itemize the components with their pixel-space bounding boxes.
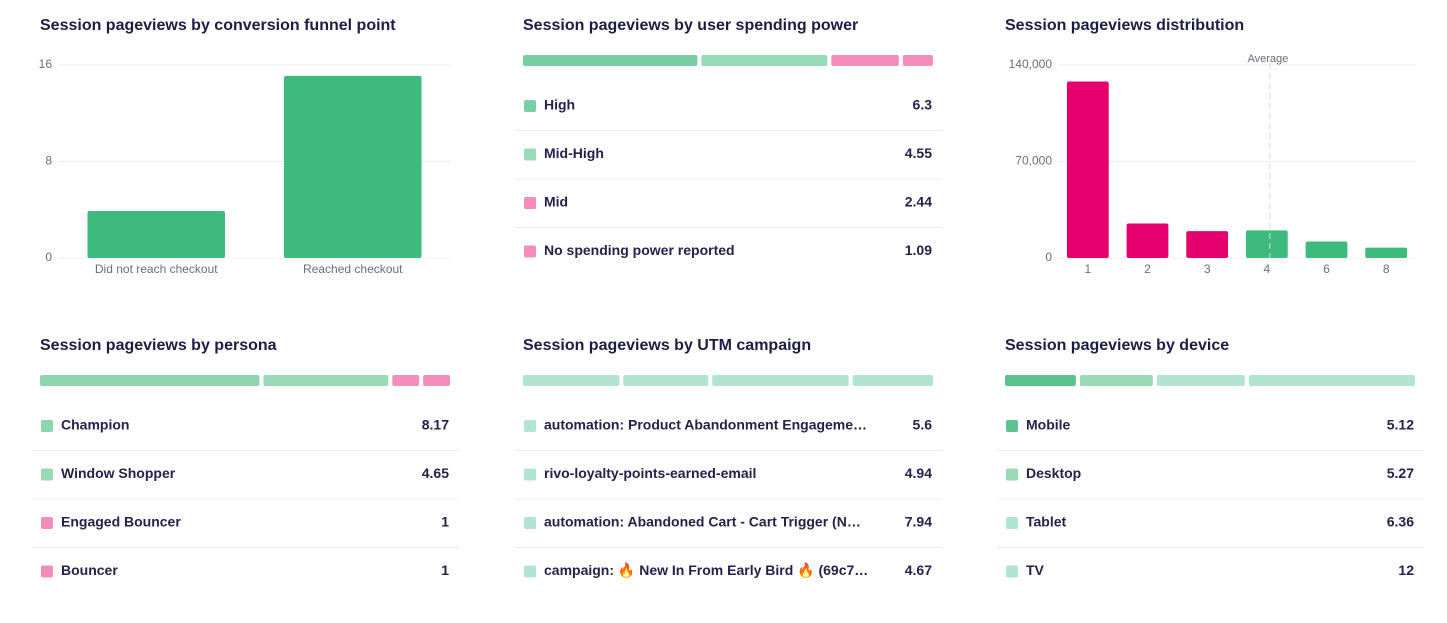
row-value: 5.12 xyxy=(1387,417,1414,433)
row-value: 4.94 xyxy=(905,465,932,481)
legend-swatch xyxy=(524,245,536,258)
row-label: automation: Product Abandonment Engageme… xyxy=(544,417,867,433)
row-value: 4.67 xyxy=(905,562,932,578)
y-tick-label: 140,000 xyxy=(1009,57,1053,71)
share-segment xyxy=(263,375,389,386)
legend-swatch xyxy=(524,197,536,209)
y-tick-label: 16 xyxy=(39,57,53,71)
share-segment xyxy=(1248,375,1415,386)
row-label: Bouncer xyxy=(61,562,118,578)
share-segment xyxy=(392,375,420,386)
share-segment xyxy=(523,55,698,66)
legend-swatch xyxy=(41,517,53,529)
row-label: automation: Abandoned Cart - Cart Trigge… xyxy=(544,514,861,530)
panel-title: Session pageviews distribution xyxy=(1005,17,1244,34)
row-label: Engaged Bouncer xyxy=(61,514,181,530)
row-label: High xyxy=(544,97,575,113)
row-value: 4.65 xyxy=(422,465,449,481)
row-label: Mobile xyxy=(1026,417,1071,433)
bar xyxy=(1186,231,1229,258)
row-label: Window Shopper xyxy=(61,465,176,481)
y-tick-label: 8 xyxy=(45,154,52,168)
legend-swatch xyxy=(524,148,536,161)
row-label: No spending power reported xyxy=(544,242,735,258)
legend-swatch xyxy=(1006,517,1018,529)
x-tick-label: 6 xyxy=(1323,262,1330,276)
panel-title: Session pageviews by device xyxy=(1005,337,1229,354)
legend-swatch xyxy=(524,468,536,481)
average-label: Average xyxy=(1247,53,1288,65)
legend-swatch xyxy=(41,420,53,432)
row-label: campaign: 🔥 New In From Early Bird 🔥 (69… xyxy=(544,562,868,579)
row-label: Mid xyxy=(544,194,568,210)
bar xyxy=(1365,247,1408,258)
share-segment xyxy=(1005,375,1076,386)
share-segment xyxy=(852,375,933,386)
share-segment xyxy=(712,375,849,386)
panel-title: Session pageviews by UTM campaign xyxy=(523,337,811,354)
bar xyxy=(1245,230,1288,258)
row-label: rivo-loyalty-points-earned-email xyxy=(544,465,756,481)
x-tick-label: Reached checkout xyxy=(303,262,403,276)
legend-swatch xyxy=(41,468,53,481)
share-segment xyxy=(623,375,709,386)
y-tick-label: 0 xyxy=(45,250,52,264)
x-tick-label: 1 xyxy=(1084,262,1091,276)
row-label: TV xyxy=(1026,562,1045,578)
bar xyxy=(1305,241,1348,258)
x-tick-label: 3 xyxy=(1204,262,1211,276)
legend-swatch xyxy=(524,420,536,432)
bar xyxy=(283,75,422,258)
row-value: 1.09 xyxy=(905,242,932,258)
row-value: 5.27 xyxy=(1387,465,1414,481)
share-segment xyxy=(1156,375,1245,386)
x-tick-label: 4 xyxy=(1263,262,1270,276)
legend-swatch xyxy=(41,565,53,578)
panel-title: Session pageviews by persona xyxy=(40,337,277,354)
share-segment xyxy=(701,55,828,66)
x-tick-label: 8 xyxy=(1383,262,1390,276)
panel-title: Session pageviews by conversion funnel p… xyxy=(40,17,396,34)
panel-title: Session pageviews by user spending power xyxy=(523,17,858,34)
row-label: Mid-High xyxy=(544,145,604,161)
share-segment xyxy=(40,375,260,386)
legend-swatch xyxy=(524,517,536,529)
x-tick-label: Did not reach checkout xyxy=(95,262,218,276)
legend-swatch xyxy=(524,565,536,578)
row-value: 1 xyxy=(441,514,449,530)
row-value: 4.55 xyxy=(905,145,932,161)
y-tick-label: 70,000 xyxy=(1015,154,1052,168)
bar xyxy=(87,210,226,258)
bar xyxy=(1126,223,1169,258)
row-value: 12 xyxy=(1398,562,1414,578)
share-segment xyxy=(423,375,450,386)
bar xyxy=(1066,81,1109,259)
legend-swatch xyxy=(524,100,536,112)
row-value: 6.3 xyxy=(913,97,933,113)
share-segment xyxy=(1079,375,1153,386)
row-value: 2.44 xyxy=(905,194,932,210)
legend-swatch xyxy=(1006,468,1018,481)
legend-swatch xyxy=(1006,565,1018,578)
y-tick-label: 0 xyxy=(1045,250,1052,264)
row-value: 1 xyxy=(441,562,449,578)
share-segment xyxy=(902,55,933,66)
share-segment xyxy=(523,375,620,386)
row-value: 7.94 xyxy=(905,514,932,530)
share-segment xyxy=(831,55,899,66)
row-label: Champion xyxy=(61,417,129,433)
row-label: Tablet xyxy=(1026,514,1067,530)
row-value: 8.17 xyxy=(422,417,449,433)
row-label: Desktop xyxy=(1026,465,1081,481)
row-value: 6.36 xyxy=(1387,514,1414,530)
legend-swatch xyxy=(1006,420,1018,432)
x-tick-label: 2 xyxy=(1144,262,1151,276)
row-value: 5.6 xyxy=(913,417,933,433)
